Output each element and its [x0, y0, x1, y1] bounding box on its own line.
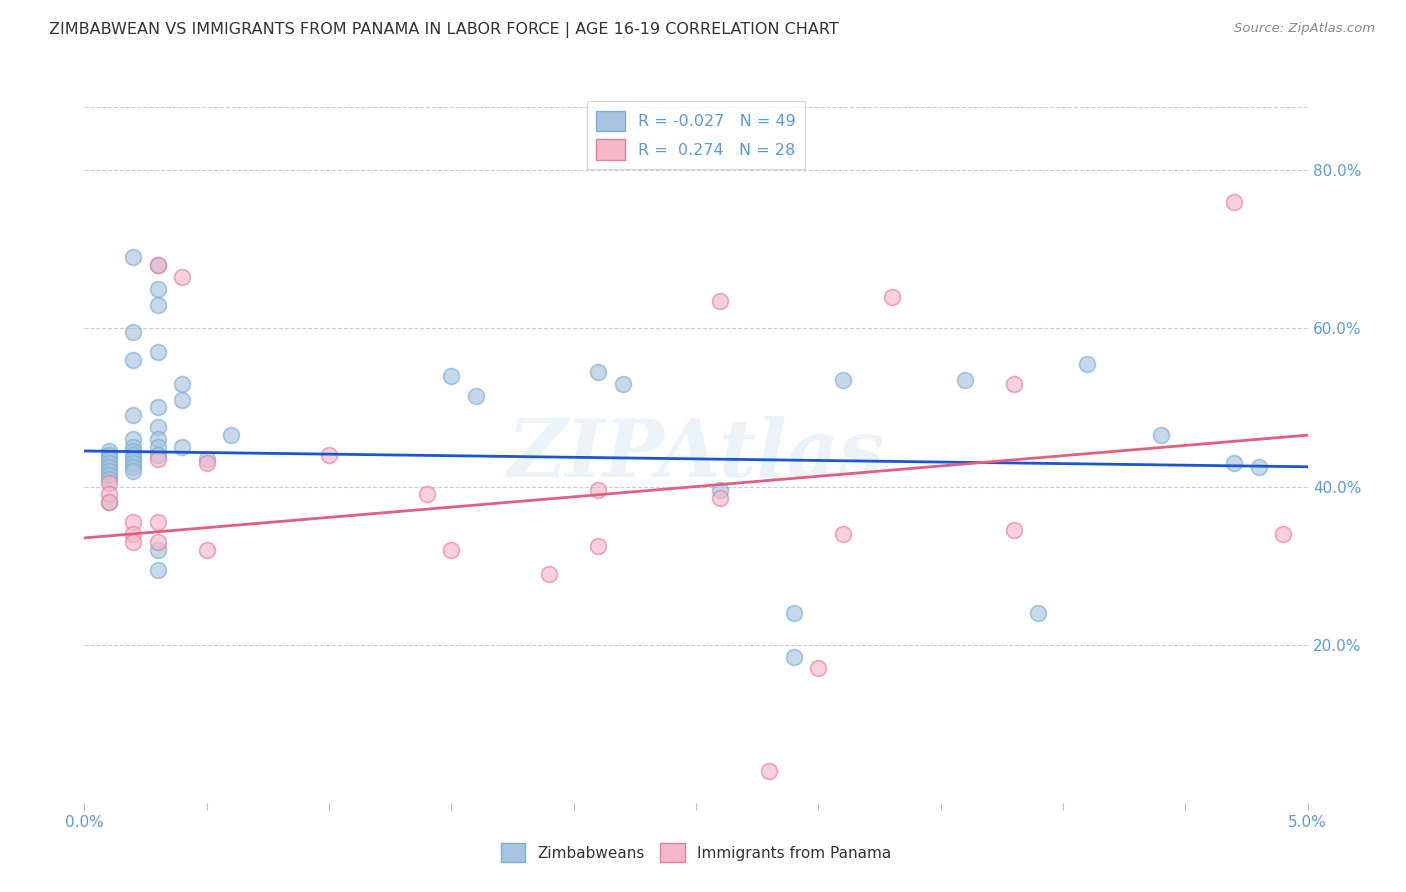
Text: ZIMBABWEAN VS IMMIGRANTS FROM PANAMA IN LABOR FORCE | AGE 16-19 CORRELATION CHAR: ZIMBABWEAN VS IMMIGRANTS FROM PANAMA IN …	[49, 22, 839, 38]
Point	[146, 563, 169, 577]
Point	[146, 451, 169, 466]
Point	[1028, 606, 1050, 620]
Point	[146, 345, 169, 359]
Point	[146, 440, 169, 454]
Point	[1150, 428, 1173, 442]
Point	[122, 527, 145, 541]
Point	[586, 539, 609, 553]
Point	[97, 451, 120, 466]
Point	[97, 448, 120, 462]
Point	[612, 376, 634, 391]
Point	[122, 432, 145, 446]
Point	[783, 606, 806, 620]
Point	[122, 534, 145, 549]
Point	[146, 258, 169, 272]
Point	[880, 290, 903, 304]
Point	[146, 258, 169, 272]
Point	[97, 487, 120, 501]
Point	[122, 464, 145, 478]
Point	[122, 456, 145, 470]
Point	[122, 515, 145, 529]
Point	[195, 542, 218, 557]
Point	[122, 440, 145, 454]
Point	[97, 495, 120, 509]
Point	[97, 456, 120, 470]
Point	[219, 428, 242, 442]
Point	[146, 401, 169, 415]
Point	[758, 764, 780, 779]
Point	[97, 444, 120, 458]
Point	[122, 459, 145, 474]
Point	[146, 542, 169, 557]
Point	[1002, 523, 1025, 537]
Point	[953, 373, 976, 387]
Point	[586, 365, 609, 379]
Point	[97, 464, 120, 478]
Point	[97, 472, 120, 486]
Point	[1223, 194, 1246, 209]
Point	[709, 483, 731, 498]
Text: ZIPAtlas: ZIPAtlas	[508, 417, 884, 493]
Point	[146, 534, 169, 549]
Point	[122, 448, 145, 462]
Point	[416, 487, 439, 501]
Point	[172, 440, 194, 454]
Point	[709, 293, 731, 308]
Point	[146, 282, 169, 296]
Point	[709, 491, 731, 506]
Point	[146, 298, 169, 312]
Point	[1272, 527, 1295, 541]
Point	[146, 432, 169, 446]
Point	[122, 250, 145, 264]
Point	[172, 270, 194, 285]
Point	[783, 649, 806, 664]
Point	[440, 368, 463, 383]
Point	[318, 448, 340, 462]
Point	[195, 456, 218, 470]
Point	[586, 483, 609, 498]
Point	[97, 467, 120, 482]
Point	[122, 451, 145, 466]
Point	[807, 661, 830, 675]
Point	[97, 495, 120, 509]
Point	[146, 448, 169, 462]
Text: Source: ZipAtlas.com: Source: ZipAtlas.com	[1234, 22, 1375, 36]
Point	[146, 515, 169, 529]
Point	[172, 376, 194, 391]
Point	[1247, 459, 1270, 474]
Point	[195, 451, 218, 466]
Point	[1076, 357, 1098, 371]
Point	[122, 409, 145, 423]
Point	[440, 542, 463, 557]
Legend: Zimbabweans, Immigrants from Panama: Zimbabweans, Immigrants from Panama	[495, 838, 897, 868]
Point	[122, 326, 145, 340]
Point	[122, 444, 145, 458]
Point	[97, 475, 120, 490]
Point	[831, 373, 853, 387]
Point	[172, 392, 194, 407]
Point	[146, 420, 169, 434]
Point	[831, 527, 853, 541]
Point	[464, 389, 486, 403]
Point	[1002, 376, 1025, 391]
Point	[97, 459, 120, 474]
Point	[1223, 456, 1246, 470]
Point	[538, 566, 561, 581]
Point	[122, 353, 145, 368]
